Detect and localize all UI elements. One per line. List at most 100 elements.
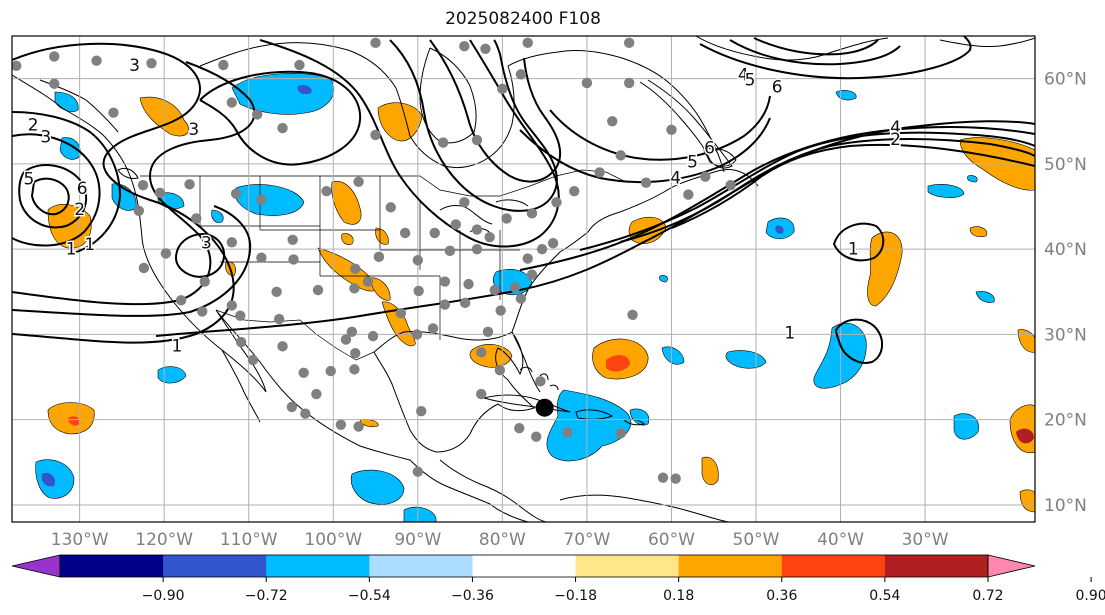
station-dot: [530, 431, 542, 442]
shade-blob-mid-blue: [775, 225, 784, 234]
station-dot: [325, 365, 336, 377]
contour-line: [579, 131, 1035, 251]
contour-label: 3: [40, 128, 51, 148]
longitude-label: 50°W: [733, 530, 780, 550]
station-dot: [439, 276, 451, 287]
station-dot: [350, 347, 361, 359]
station-dot: [683, 189, 694, 200]
station-dot: [670, 473, 681, 484]
station-dot: [615, 428, 626, 439]
contour-line: [199, 70, 362, 166]
contour-line: [729, 39, 901, 66]
station-dot: [235, 310, 246, 321]
station-dot: [294, 59, 305, 71]
shade-blob-blue: [350, 469, 405, 505]
station-dot: [476, 347, 487, 358]
longitude-label: 30°W: [902, 530, 949, 550]
station-dot: [627, 309, 638, 321]
station-dot: [247, 354, 259, 366]
station-dot: [353, 421, 364, 432]
contour-label: 1: [84, 235, 95, 255]
station-dot: [370, 37, 381, 49]
station-dot: [551, 197, 562, 208]
station-dot: [373, 251, 385, 263]
station-dot: [615, 150, 626, 161]
station-dot: [471, 134, 483, 146]
station-dot: [273, 313, 285, 325]
contour-label: 1: [171, 337, 182, 357]
station-dot: [536, 243, 548, 255]
shade-blob-blue: [967, 175, 978, 183]
colorbar-tick-label: −0.54: [348, 588, 391, 604]
station-dot: [427, 323, 439, 334]
shade-blob-blue: [492, 269, 533, 296]
coastline-cuba: [482, 394, 571, 413]
station-dot: [522, 37, 533, 49]
station-dot: [495, 305, 506, 316]
coastline-baja: [221, 349, 261, 423]
contour-line: [753, 37, 879, 56]
contour-line: [832, 222, 885, 262]
longitude-label: 80°W: [479, 530, 526, 550]
contour-line: [619, 138, 1035, 243]
contour-label: 5: [745, 70, 756, 90]
station-dot: [480, 43, 491, 54]
station-dot: [429, 227, 440, 239]
shade-blob-orange: [331, 181, 362, 225]
station-dot: [286, 401, 298, 413]
station-dot: [444, 245, 456, 257]
station-dot: [515, 293, 527, 304]
station-dot: [175, 295, 187, 306]
colorbar-segment: [678, 555, 783, 577]
colorbar: [11, 554, 1036, 578]
shade-blob-orange: [1019, 489, 1035, 513]
contour-label: 6: [77, 179, 88, 199]
station-dot: [288, 254, 299, 265]
station-dot: [411, 329, 423, 340]
coastline-labrador: [639, 79, 733, 169]
station-dot: [581, 77, 593, 89]
latitude-label: 50°N: [1044, 155, 1087, 175]
station-dot: [463, 278, 474, 290]
station-dot: [226, 237, 238, 248]
station-dot: [623, 37, 635, 49]
station-dot: [146, 58, 157, 69]
shade-blob-blue: [546, 389, 632, 462]
contour-label: 5: [23, 169, 34, 189]
colorbar-tick-label: 0.18: [663, 588, 694, 604]
shade-blob-orange: [867, 231, 903, 307]
contour-label: 5: [687, 152, 698, 172]
longitude-label: 100°W: [304, 530, 362, 550]
longitude-label: 120°W: [135, 530, 193, 550]
colorbar-tick-label: 0.54: [869, 588, 900, 604]
station-dot: [251, 109, 263, 120]
station-dot: [412, 466, 424, 477]
station-dot: [226, 300, 238, 311]
contour-label: 2: [890, 130, 901, 150]
colorbar-frame: [59, 554, 989, 578]
shade-blob-blue: [629, 408, 650, 426]
contour-label: 6: [704, 139, 715, 159]
contour-line: [30, 177, 70, 216]
station-dot: [160, 248, 172, 259]
contour-line: [519, 126, 1035, 271]
contour-line: [12, 61, 256, 306]
station-dot: [494, 365, 506, 376]
map-title: 2025082400 F108: [445, 9, 601, 29]
station-dot: [91, 55, 102, 66]
station-dot: [256, 252, 267, 263]
station-dot: [367, 330, 379, 342]
station-dot: [311, 388, 322, 400]
station-dot: [484, 232, 495, 243]
latitude-label: 40°N: [1044, 240, 1087, 260]
colorbar-tick-label: −0.36: [451, 588, 494, 604]
station-dot: [526, 208, 538, 219]
longitude-label: 90°W: [394, 530, 441, 550]
shade-blob-blue: [231, 73, 335, 115]
shade-blob-orange: [1017, 329, 1035, 353]
station-dot: [471, 224, 483, 235]
contour-label: 3: [188, 120, 199, 140]
colorbar-segment: [781, 555, 886, 577]
station-dot: [547, 237, 559, 249]
